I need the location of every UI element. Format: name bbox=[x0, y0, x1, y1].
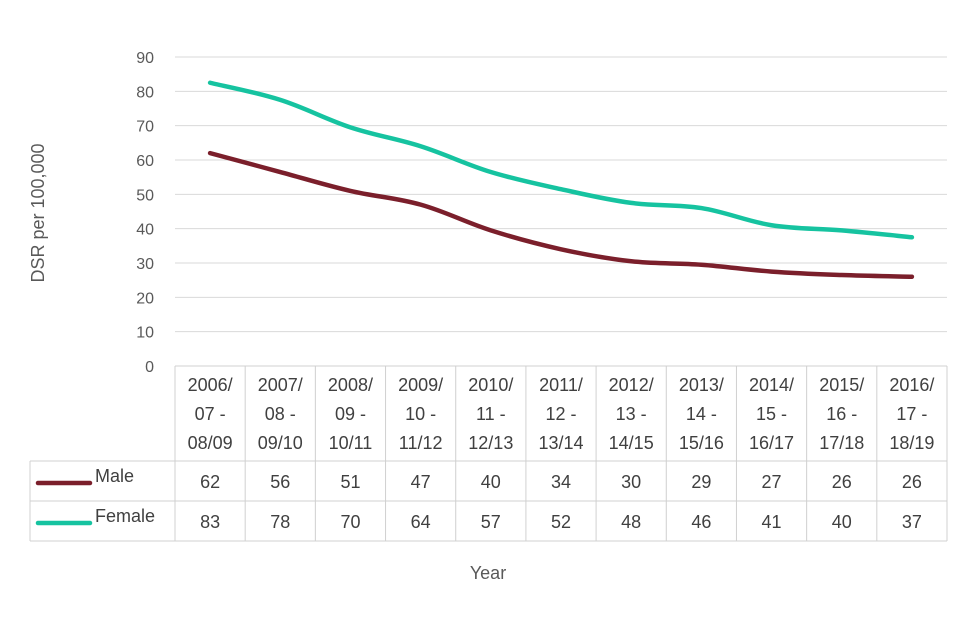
x-tick-label: 2012/13 -14/15 bbox=[609, 375, 654, 453]
data-label: 41 bbox=[762, 512, 782, 532]
data-label: 34 bbox=[551, 472, 571, 492]
data-label: 40 bbox=[832, 512, 852, 532]
data-label: 37 bbox=[902, 512, 922, 532]
x-tick-label: 2007/08 -09/10 bbox=[258, 375, 303, 453]
x-tick-label: 2013/14 -15/16 bbox=[679, 375, 724, 453]
y-tick-label: 50 bbox=[136, 187, 154, 204]
x-tick-label: 2006/07 -08/09 bbox=[188, 375, 233, 453]
y-axis-ticks: 0 10 20 30 40 50 60 70 80 90 bbox=[136, 50, 154, 376]
series-line-male bbox=[207, 150, 915, 279]
y-tick-label: 90 bbox=[136, 50, 154, 67]
data-label: 30 bbox=[621, 472, 641, 492]
data-label: 27 bbox=[762, 472, 782, 492]
y-tick-label: 10 bbox=[136, 325, 154, 342]
x-tick-label: 2010/11 -12/13 bbox=[468, 375, 513, 453]
data-label: 83 bbox=[200, 512, 220, 532]
gridlines bbox=[175, 56, 947, 333]
x-tick-label: 2008/09 -10/11 bbox=[328, 375, 373, 453]
x-axis-title: Year bbox=[470, 563, 506, 583]
data-label: 46 bbox=[691, 512, 711, 532]
y-tick-label: 20 bbox=[136, 290, 154, 307]
data-label: 29 bbox=[691, 472, 711, 492]
data-label: 52 bbox=[551, 512, 571, 532]
data-label: 62 bbox=[200, 472, 220, 492]
legend-label-male: Male bbox=[95, 466, 134, 486]
y-tick-label: 40 bbox=[136, 222, 154, 239]
y-axis-title: DSR per 100,000 bbox=[28, 143, 48, 282]
x-tick-label: 2009/10 -11/12 bbox=[398, 375, 443, 453]
y-tick-label: 80 bbox=[136, 84, 154, 101]
series-line-female bbox=[207, 80, 915, 240]
y-tick-label: 60 bbox=[136, 153, 154, 170]
data-label: 78 bbox=[270, 512, 290, 532]
data-label: 51 bbox=[340, 472, 360, 492]
x-tick-label: 2014/15 -16/17 bbox=[749, 375, 794, 453]
data-label: 47 bbox=[411, 472, 431, 492]
data-label: 40 bbox=[481, 472, 501, 492]
y-tick-label: 0 bbox=[145, 359, 154, 376]
y-tick-label: 30 bbox=[136, 256, 154, 273]
data-label: 57 bbox=[481, 512, 501, 532]
x-tick-label: 2016/17 -18/19 bbox=[889, 375, 934, 453]
data-label: 56 bbox=[270, 472, 290, 492]
data-label: 48 bbox=[621, 512, 641, 532]
data-label: 70 bbox=[340, 512, 360, 532]
legend-label-female: Female bbox=[95, 506, 155, 526]
data-label: 26 bbox=[902, 472, 922, 492]
y-tick-label: 70 bbox=[136, 119, 154, 136]
x-tick-label: 2011/12 -13/14 bbox=[538, 375, 583, 453]
x-tick-label: 2015/16 -17/18 bbox=[819, 375, 864, 453]
series-lines bbox=[207, 80, 915, 279]
data-label: 64 bbox=[411, 512, 431, 532]
data-label: 26 bbox=[832, 472, 852, 492]
data-table: 2006/07 -08/09 2007/08 -09/10 2008/09 -10/… bbox=[29, 365, 948, 542]
